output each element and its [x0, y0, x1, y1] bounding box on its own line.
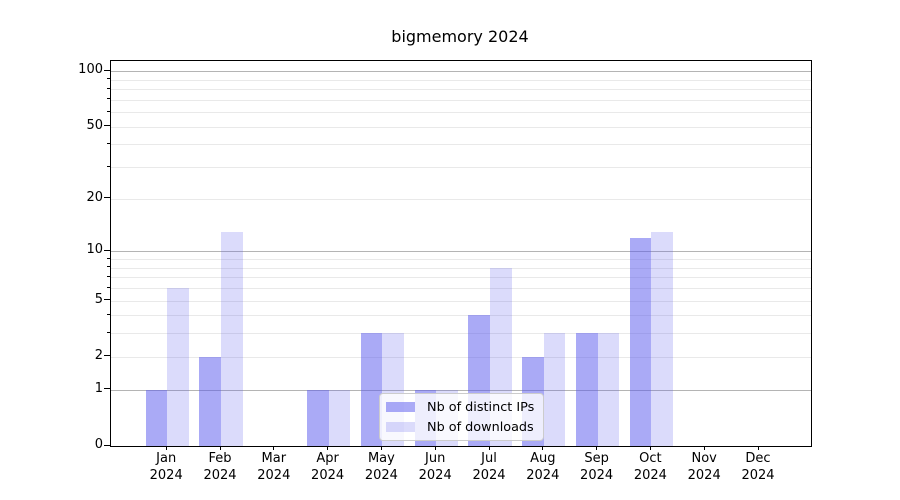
- gridline-90: [111, 79, 811, 81]
- gridline-8: [111, 267, 811, 269]
- x-tick-label-feb: Feb 2024: [203, 451, 237, 483]
- y-tick-label-100: 100: [78, 62, 103, 78]
- legend-item-downloads: Nb of downloads: [386, 417, 534, 437]
- x-tick-mark-may: [380, 446, 383, 450]
- gridline-80: [111, 89, 811, 91]
- y-minor-tick-mark-70: [107, 98, 110, 100]
- gridline-6: [111, 288, 811, 289]
- bar-downloads-feb: [221, 231, 243, 446]
- y-minor-tick-mark-30: [107, 165, 110, 167]
- y-minor-tick-mark-2: [107, 355, 110, 357]
- gridline-7: [111, 277, 811, 279]
- gridline-100: [111, 71, 811, 73]
- gridline-50: [111, 126, 811, 128]
- x-tick-mark-jul: [488, 446, 490, 450]
- y-tick-mark-0: [104, 444, 110, 446]
- gridline-60: [111, 112, 811, 114]
- x-tick-label-may: May 2024: [364, 451, 398, 483]
- y-tick-label-2: 2: [94, 347, 103, 363]
- gridline-4: [111, 315, 811, 317]
- y-tick-label-20: 20: [86, 189, 103, 205]
- legend-swatch-downloads: [386, 422, 415, 432]
- y-tick-label-1: 1: [94, 380, 103, 396]
- y-minor-tick-mark-5: [107, 299, 110, 301]
- y-minor-tick-mark-6: [107, 286, 110, 288]
- legend-item-distinct-ips: Nb of distinct IPs: [386, 397, 534, 417]
- x-tick-mark-jun: [434, 446, 436, 450]
- gridline-9: [111, 259, 811, 260]
- x-tick-label-oct: Oct 2024: [633, 451, 667, 483]
- gridline-10: [111, 251, 811, 253]
- bar-downloads-aug: [543, 333, 566, 446]
- bar-distinct-ips-feb: [199, 356, 221, 446]
- chart-title: bigmemory 2024: [391, 27, 529, 46]
- x-tick-label-jan: Jan 2024: [149, 451, 183, 483]
- bar-distinct-ips-sep: [576, 333, 598, 446]
- y-minor-tick-mark-8: [107, 266, 110, 268]
- x-tick-label-jun: Jun 2024: [418, 451, 452, 483]
- y-tick-label-50: 50: [86, 117, 103, 133]
- y-minor-tick-mark-80: [107, 87, 110, 89]
- x-tick-label-nov: Nov 2024: [687, 451, 721, 483]
- plot-area: Nb of distinct IPs Nb of downloads: [110, 60, 812, 447]
- gridline-3: [111, 333, 811, 335]
- x-tick-mark-oct: [649, 446, 652, 450]
- bar-downloads-apr: [328, 389, 351, 446]
- gridline-1: [111, 389, 811, 391]
- x-tick-mark-aug: [542, 446, 544, 450]
- x-tick-label-mar: Mar 2024: [257, 451, 291, 483]
- x-tick-mark-nov: [703, 446, 705, 450]
- x-tick-label-sep: Sep 2024: [580, 451, 614, 483]
- x-tick-mark-mar: [273, 446, 275, 450]
- y-minor-tick-mark-90: [107, 78, 110, 80]
- bar-downloads-oct: [651, 231, 673, 446]
- legend-label-downloads: Nb of downloads: [427, 419, 534, 435]
- x-tick-mark-apr: [327, 446, 329, 450]
- bar-distinct-ips-may: [360, 333, 383, 446]
- y-minor-tick-mark-4: [107, 313, 110, 315]
- x-tick-mark-sep: [596, 446, 598, 450]
- bar-distinct-ips-apr: [307, 389, 329, 446]
- bar-distinct-ips-jan: [145, 389, 168, 446]
- x-tick-label-dec: Dec 2024: [741, 451, 775, 483]
- x-tick-label-apr: Apr 2024: [311, 451, 345, 483]
- x-tick-mark-jan: [165, 446, 167, 450]
- gridline-70: [111, 99, 811, 101]
- y-minor-tick-mark-3: [107, 331, 110, 334]
- y-tick-label-10: 10: [86, 242, 103, 258]
- bar-distinct-ips-oct: [629, 237, 652, 446]
- x-tick-mark-feb: [219, 446, 221, 450]
- y-tick-mark-10: [104, 249, 110, 251]
- y-minor-tick-mark-40: [107, 142, 110, 145]
- x-tick-mark-dec: [757, 446, 759, 450]
- gridline-30: [111, 167, 811, 169]
- legend-swatch-distinct-ips: [386, 402, 415, 412]
- bar-downloads-jan: [167, 288, 189, 446]
- y-minor-tick-mark-9: [107, 257, 110, 259]
- gridline-20: [111, 198, 811, 200]
- y-minor-tick-mark-20: [107, 197, 110, 199]
- y-tick-mark-1: [104, 388, 110, 390]
- y-tick-label-5: 5: [94, 291, 103, 307]
- y-tick-label-0: 0: [94, 437, 103, 452]
- y-minor-tick-mark-60: [107, 110, 110, 112]
- gridline-40: [111, 144, 811, 146]
- y-tick-mark-100: [104, 69, 110, 71]
- gridline-2: [111, 356, 811, 358]
- legend: Nb of distinct IPs Nb of downloads: [379, 393, 545, 441]
- bar-downloads-sep: [597, 333, 620, 446]
- y-minor-tick-mark-50: [107, 125, 110, 127]
- y-minor-tick-mark-7: [107, 275, 110, 277]
- x-tick-label-aug: Aug 2024: [526, 451, 560, 483]
- x-tick-label-jul: Jul 2024: [472, 451, 506, 483]
- legend-label-distinct-ips: Nb of distinct IPs: [427, 399, 535, 415]
- gridline-5: [111, 300, 811, 302]
